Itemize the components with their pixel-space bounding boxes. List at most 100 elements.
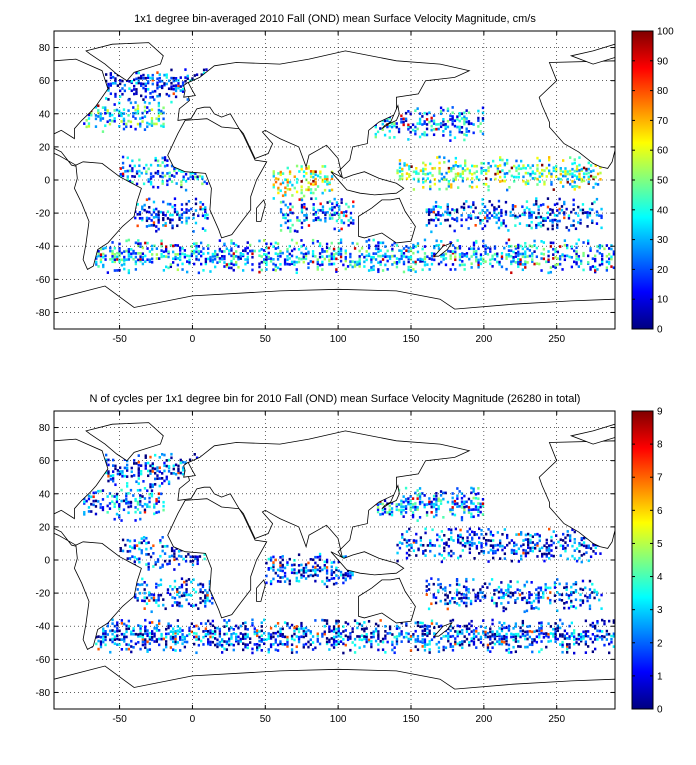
- data-cell: [507, 595, 509, 598]
- data-cell: [503, 622, 505, 625]
- data-cell: [469, 548, 471, 551]
- data-cell: [493, 209, 495, 212]
- data-cell: [440, 107, 442, 110]
- data-cell: [578, 173, 580, 176]
- data-cell: [102, 247, 104, 250]
- data-cell: [331, 202, 333, 205]
- data-cell: [430, 577, 432, 580]
- data-cell: [334, 228, 336, 231]
- data-cell: [126, 482, 128, 485]
- data-cell: [156, 87, 158, 90]
- data-cell: [543, 636, 545, 639]
- data-cell: [435, 201, 437, 204]
- data-cell: [380, 263, 382, 266]
- data-cell: [406, 552, 408, 555]
- data-cell: [165, 266, 167, 269]
- data-cell: [235, 633, 237, 636]
- data-cell: [415, 167, 417, 170]
- data-cell: [562, 547, 564, 550]
- data-cell: [157, 172, 159, 175]
- data-cell: [123, 633, 125, 636]
- data-cell: [254, 627, 256, 630]
- data-cell: [494, 253, 496, 256]
- data-cell: [480, 130, 482, 133]
- data-cell: [396, 625, 398, 628]
- data-cell: [499, 542, 501, 545]
- data-cell: [326, 569, 328, 572]
- data-cell: [438, 508, 440, 511]
- data-cell: [366, 250, 368, 253]
- data-cell: [111, 495, 113, 498]
- data-cell: [456, 591, 458, 594]
- data-cell: [518, 172, 520, 175]
- data-cell: [251, 263, 253, 266]
- data-cell: [527, 552, 529, 555]
- data-cell: [406, 530, 408, 533]
- data-cell: [531, 638, 533, 641]
- data-cell: [560, 169, 562, 172]
- data-cell: [498, 621, 500, 624]
- data-cell: [128, 253, 130, 256]
- data-cell: [338, 205, 340, 208]
- data-cell: [202, 643, 204, 646]
- data-cell: [422, 544, 424, 547]
- data-cell: [265, 243, 267, 246]
- data-cell: [424, 164, 426, 167]
- data-cell: [455, 173, 457, 176]
- data-cell: [134, 498, 136, 501]
- data-cell: [140, 473, 142, 476]
- data-cell: [568, 607, 570, 610]
- data-cell: [349, 264, 351, 267]
- data-cell: [147, 470, 149, 473]
- data-cell: [162, 598, 164, 601]
- data-cell: [142, 247, 144, 250]
- data-cell: [532, 170, 534, 173]
- data-cell: [470, 508, 472, 511]
- data-cell: [433, 122, 435, 125]
- data-cell: [508, 651, 510, 654]
- data-cell: [501, 255, 503, 258]
- data-cell: [185, 180, 187, 183]
- data-cell: [550, 175, 552, 178]
- data-cell: [296, 256, 298, 259]
- data-cell: [206, 599, 208, 602]
- data-cell: [155, 599, 157, 602]
- data-cell: [128, 258, 130, 261]
- data-cell: [454, 230, 456, 233]
- data-cell: [138, 464, 140, 467]
- data-cell: [447, 632, 449, 635]
- data-cell: [531, 581, 533, 584]
- data-cell: [515, 169, 517, 172]
- data-cell: [207, 247, 209, 250]
- data-cell: [438, 553, 440, 556]
- data-cell: [321, 619, 323, 622]
- data-cell: [438, 641, 440, 644]
- data-cell: [301, 185, 303, 188]
- data-cell: [508, 648, 510, 651]
- data-cell: [146, 242, 148, 245]
- data-cell: [419, 258, 421, 261]
- data-cell: [146, 503, 148, 506]
- data-cell: [457, 541, 459, 544]
- data-cell: [329, 217, 331, 220]
- data-cell: [116, 638, 118, 641]
- data-cell: [452, 497, 454, 500]
- data-cell: [152, 484, 154, 487]
- data-cell: [482, 591, 484, 594]
- data-cell: [109, 115, 111, 118]
- data-cell: [334, 198, 336, 201]
- data-cell: [158, 644, 160, 647]
- data-cell: [137, 105, 139, 108]
- data-cell: [401, 536, 403, 539]
- data-cell: [331, 566, 333, 569]
- data-cell: [328, 247, 330, 250]
- data-cell: [127, 501, 129, 504]
- data-cell: [484, 211, 486, 214]
- data-cell: [557, 263, 559, 266]
- data-cell: [228, 638, 230, 641]
- data-cell: [525, 552, 527, 555]
- data-cell: [317, 268, 319, 271]
- data-cell: [508, 249, 510, 252]
- data-cell: [263, 638, 265, 641]
- data-cell: [515, 633, 517, 636]
